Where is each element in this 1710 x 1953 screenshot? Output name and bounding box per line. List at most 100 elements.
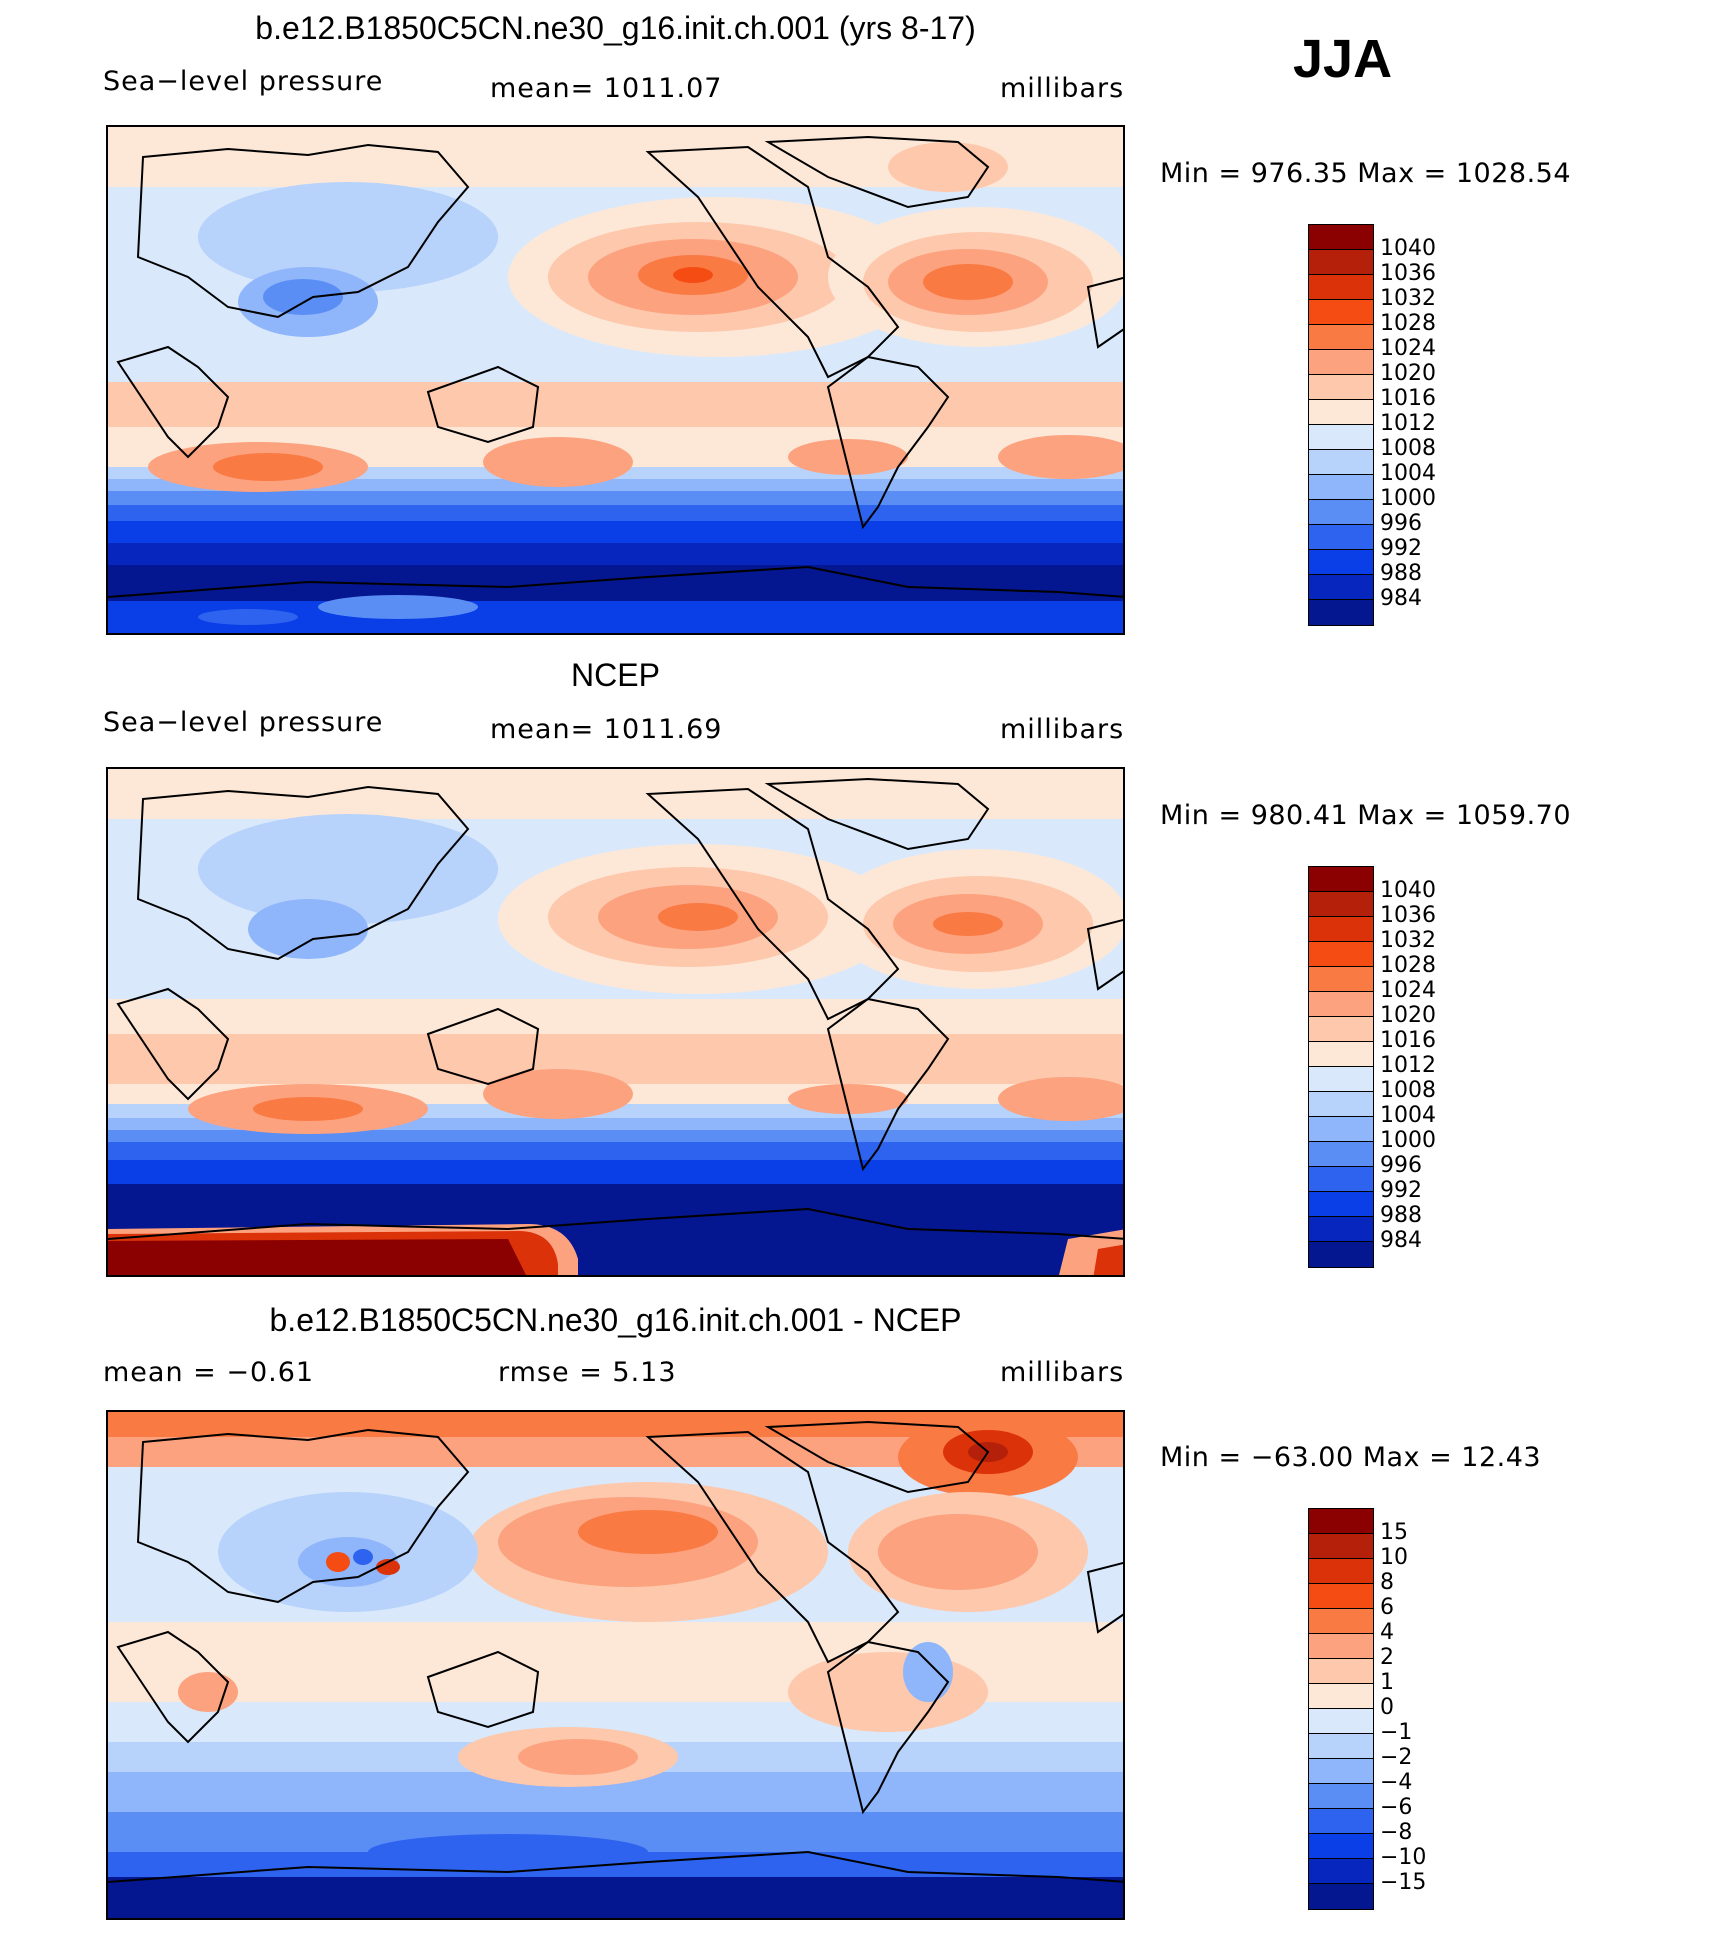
colorbar-level-label: 1028 xyxy=(1380,311,1436,336)
colorbar-swatch xyxy=(1309,1634,1373,1659)
colorbar-level-label: 992 xyxy=(1380,536,1422,561)
colorbar-swatch xyxy=(1309,1534,1373,1559)
colorbar-swatch xyxy=(1309,375,1373,400)
panel-1-mean-label: mean= 1011.07 xyxy=(490,73,723,104)
colorbar-swatch xyxy=(1309,425,1373,450)
panel-1-minmax: Min = 976.35 Max = 1028.54 xyxy=(1160,158,1572,189)
colorbar-swatch xyxy=(1309,300,1373,325)
panel-2-colorbar-labels: 1040 1036 1032 1028 1024 1020 1016 1012 1008 1004… xyxy=(1380,866,1436,1253)
colorbar-swatch xyxy=(1309,1859,1373,1884)
colorbar-swatch xyxy=(1309,275,1373,300)
colorbar-swatch xyxy=(1309,1609,1373,1634)
panel-3-colorbar-labels: 15 10 8 6 4 2 1 0 −1 −2 −4 −6 −8 −10 −15 xyxy=(1380,1508,1427,1895)
colorbar-level-label: 1036 xyxy=(1380,903,1436,928)
colorbar-swatch xyxy=(1309,1092,1373,1117)
panel-2-minmax: Min = 980.41 Max = 1059.70 xyxy=(1160,800,1572,831)
colorbar-swatch xyxy=(1309,525,1373,550)
colorbar-swatch xyxy=(1309,550,1373,575)
colorbar-level-label: 1024 xyxy=(1380,978,1436,1003)
colorbar-level-label: 0 xyxy=(1380,1695,1394,1720)
colorbar-swatch xyxy=(1309,325,1373,350)
colorbar-level-label: 1000 xyxy=(1380,1128,1436,1153)
panel-2-mean-label: mean= 1011.69 xyxy=(490,714,723,745)
panel-2-left-label: Sea−level pressure xyxy=(103,707,384,738)
panel-3-minmax: Min = −63.00 Max = 12.43 xyxy=(1160,1442,1542,1473)
colorbar-level-label: −15 xyxy=(1380,1870,1427,1895)
panel-2-map xyxy=(106,767,1125,1277)
colorbar-swatch xyxy=(1309,1809,1373,1834)
colorbar-level-label: 1016 xyxy=(1380,386,1436,411)
colorbar-level-label: 6 xyxy=(1380,1595,1394,1620)
colorbar-level-label: 10 xyxy=(1380,1545,1408,1570)
colorbar-swatch xyxy=(1309,225,1373,250)
colorbar-level-label: 1012 xyxy=(1380,1053,1436,1078)
colorbar-swatch xyxy=(1309,1784,1373,1809)
colorbar-swatch xyxy=(1309,1242,1373,1267)
colorbar-swatch xyxy=(1309,1834,1373,1859)
colorbar-swatch xyxy=(1309,1217,1373,1242)
colorbar-level-label: 1016 xyxy=(1380,1028,1436,1053)
panel-2-units-label: millibars xyxy=(1000,714,1125,745)
colorbar-swatch xyxy=(1309,1017,1373,1042)
panel-3-colorbar xyxy=(1308,1508,1374,1910)
panel-1-colorbar-labels: 1040 1036 1032 1028 1024 1020 1016 1012 1008 1004… xyxy=(1380,224,1436,611)
colorbar-level-label: −1 xyxy=(1380,1720,1413,1745)
colorbar-swatch xyxy=(1309,400,1373,425)
colorbar-level-label: −2 xyxy=(1380,1745,1413,1770)
panel-2-colorbar xyxy=(1308,866,1374,1268)
colorbar-level-label: −10 xyxy=(1380,1845,1427,1870)
colorbar-level-label: 1012 xyxy=(1380,411,1436,436)
colorbar-level-label: 4 xyxy=(1380,1620,1394,1645)
colorbar-level-label: 1020 xyxy=(1380,361,1436,386)
colorbar-swatch xyxy=(1309,1884,1373,1909)
colorbar-swatch xyxy=(1309,250,1373,275)
colorbar-swatch xyxy=(1309,1584,1373,1609)
colorbar-level-label: −8 xyxy=(1380,1820,1413,1845)
panel-2-title: NCEP xyxy=(571,657,660,693)
colorbar-level-label: 1 xyxy=(1380,1670,1394,1695)
colorbar-swatch xyxy=(1309,992,1373,1017)
colorbar-level-label: 1032 xyxy=(1380,286,1436,311)
colorbar-level-label: 8 xyxy=(1380,1570,1394,1595)
colorbar-swatch xyxy=(1309,1734,1373,1759)
colorbar-level-label: 1008 xyxy=(1380,1078,1436,1103)
colorbar-level-label: 1000 xyxy=(1380,486,1436,511)
colorbar-level-label: 1024 xyxy=(1380,336,1436,361)
colorbar-swatch xyxy=(1309,867,1373,892)
colorbar-level-label: 988 xyxy=(1380,1203,1422,1228)
colorbar-level-label: 1036 xyxy=(1380,261,1436,286)
colorbar-swatch xyxy=(1309,1117,1373,1142)
colorbar-level-label: 996 xyxy=(1380,511,1422,536)
colorbar-level-label: −4 xyxy=(1380,1770,1413,1795)
panel-3-map xyxy=(106,1410,1125,1920)
colorbar-swatch xyxy=(1309,1142,1373,1167)
colorbar-swatch xyxy=(1309,1684,1373,1709)
colorbar-swatch xyxy=(1309,1759,1373,1784)
panel-3-units-label: millibars xyxy=(1000,1357,1125,1388)
colorbar-level-label: 1020 xyxy=(1380,1003,1436,1028)
panel-3-mean-label: mean = −0.61 xyxy=(103,1357,315,1388)
colorbar-level-label: 984 xyxy=(1380,586,1422,611)
panel-1-colorbar xyxy=(1308,224,1374,626)
colorbar-swatch xyxy=(1309,1067,1373,1092)
colorbar-level-label: 1028 xyxy=(1380,953,1436,978)
colorbar-level-label: 1004 xyxy=(1380,461,1436,486)
colorbar-level-label: 992 xyxy=(1380,1178,1422,1203)
colorbar-level-label: 984 xyxy=(1380,1228,1422,1253)
colorbar-level-label: 2 xyxy=(1380,1645,1394,1670)
panel-3-rmse-label: rmse = 5.13 xyxy=(498,1357,677,1388)
colorbar-swatch xyxy=(1309,500,1373,525)
colorbar-swatch xyxy=(1309,892,1373,917)
colorbar-swatch xyxy=(1309,1659,1373,1684)
colorbar-swatch xyxy=(1309,1042,1373,1067)
colorbar-swatch xyxy=(1309,1192,1373,1217)
panel-2-map-graphic xyxy=(108,769,1123,1275)
colorbar-swatch xyxy=(1309,1559,1373,1584)
panel-3-map-graphic xyxy=(108,1412,1123,1918)
colorbar-level-label: 996 xyxy=(1380,1153,1422,1178)
colorbar-swatch xyxy=(1309,967,1373,992)
colorbar-level-label: 15 xyxy=(1380,1520,1408,1545)
colorbar-swatch xyxy=(1309,942,1373,967)
panel-1-left-label: Sea−level pressure xyxy=(103,66,384,97)
colorbar-level-label: 1040 xyxy=(1380,878,1436,903)
